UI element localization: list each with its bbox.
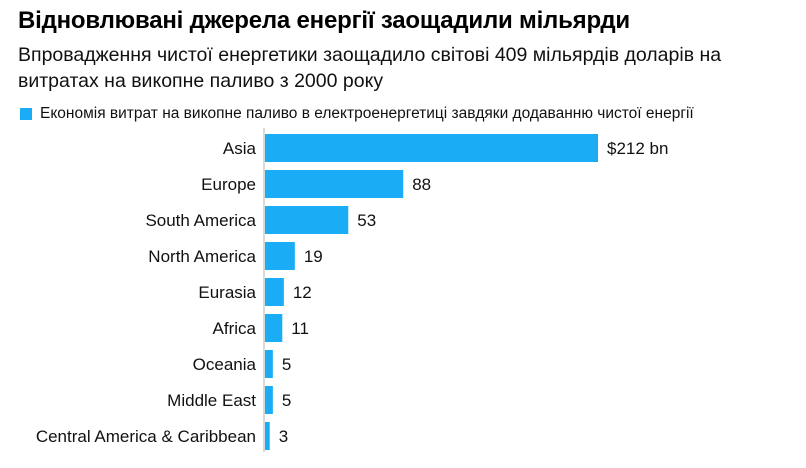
bar (265, 386, 273, 414)
category-label: Africa (213, 319, 257, 338)
value-label: 53 (357, 211, 376, 230)
category-label: South America (145, 211, 256, 230)
category-label: North America (148, 247, 256, 266)
value-label: 3 (279, 427, 288, 446)
value-label: $212 bn (607, 139, 668, 158)
category-label: Europe (201, 175, 256, 194)
chart-subtitle: Впровадження чистої енергетики заощадило… (18, 44, 722, 92)
value-label: 12 (293, 283, 312, 302)
category-label: Middle East (167, 391, 256, 410)
value-label: 5 (282, 391, 291, 410)
category-label: Asia (223, 139, 257, 158)
legend: Економія витрат на викопне паливо в елек… (20, 105, 694, 123)
value-label: 19 (304, 247, 323, 266)
legend-label: Економія витрат на викопне паливо в елек… (40, 105, 694, 122)
bar (265, 350, 273, 378)
category-label: Eurasia (198, 283, 256, 302)
value-label: 11 (291, 319, 309, 338)
bar (265, 422, 270, 450)
category-label: Central America & Caribbean (36, 427, 256, 446)
chart-title: Відновлювані джерела енергії заощадили м… (18, 7, 630, 34)
bar (265, 278, 284, 306)
bar (265, 134, 598, 162)
bar (265, 170, 404, 198)
value-label: 88 (412, 175, 431, 194)
legend-swatch (20, 108, 32, 120)
category-label: Oceania (193, 355, 257, 374)
bar (265, 314, 283, 342)
bar (265, 242, 295, 270)
value-label: 5 (282, 355, 291, 374)
bar (265, 206, 349, 234)
